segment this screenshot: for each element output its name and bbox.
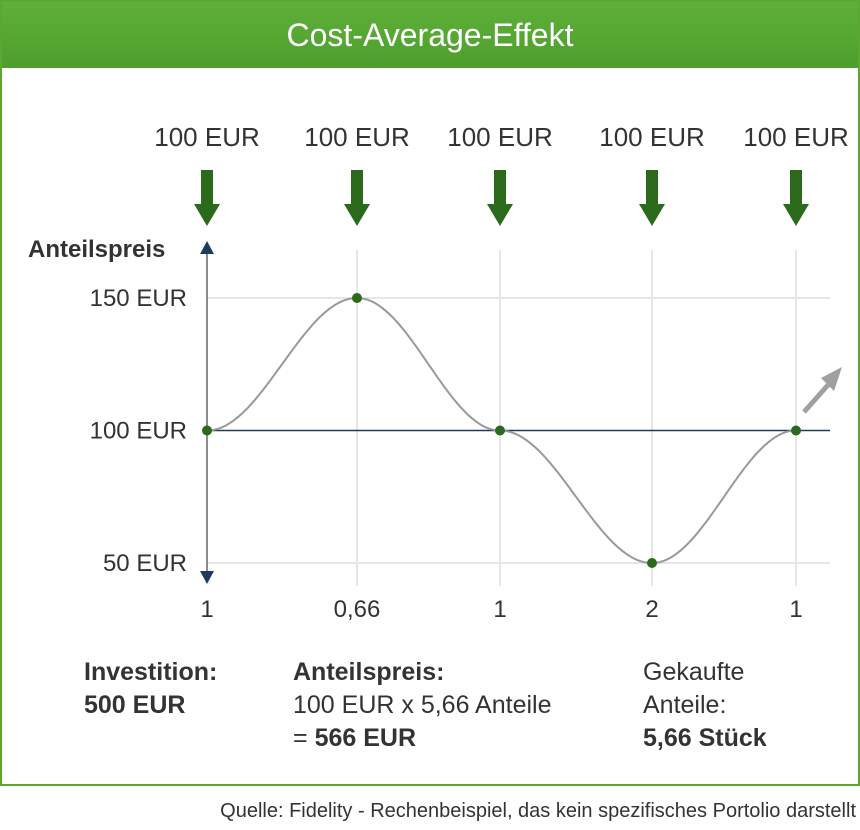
trend-arrow-head — [821, 367, 842, 391]
shares-label-4: 1 — [789, 596, 802, 623]
investment-label-1: 100 EUR — [304, 122, 410, 152]
shares-label-2: 1 — [493, 596, 506, 623]
price-point-0 — [202, 425, 212, 436]
shares-label-0: 1 — [200, 596, 213, 623]
y-tick-2: 50 EUR — [103, 550, 187, 577]
anteilspreis-value: 566 EUR — [314, 724, 417, 752]
shares-label-3: 2 — [645, 596, 658, 623]
y-axis-label: Anteilspreis — [28, 236, 165, 263]
investment-label-0: 100 EUR — [154, 122, 260, 152]
chart-title: Cost-Average-Effekt — [286, 17, 574, 53]
axes — [200, 241, 830, 584]
investment-label-3: 100 EUR — [599, 122, 705, 152]
y-tick-0: 150 EUR — [90, 285, 187, 312]
shares-labels: 1 0,66 1 2 1 — [200, 596, 802, 623]
down-arrow-icon-2 — [487, 170, 513, 226]
price-point-4 — [791, 425, 801, 436]
down-arrow-icon-4 — [783, 170, 809, 226]
gekaufte-block: Gekaufte Anteile: 5,66 Stück — [643, 656, 767, 755]
y-tick-1: 100 EUR — [90, 418, 187, 445]
shares-label-1: 0,66 — [334, 596, 381, 623]
title-bar: Cost-Average-Effekt — [2, 2, 858, 68]
investment-arrows — [194, 170, 809, 226]
price-point-2 — [495, 425, 505, 436]
investment-labels: 100 EUR 100 EUR 100 EUR 100 EUR 100 EUR — [154, 122, 849, 152]
down-arrow-icon-3 — [639, 170, 665, 226]
data-points — [202, 293, 801, 568]
trend-arrow-shaft — [802, 383, 830, 414]
y-tick-labels: 150 EUR 100 EUR 50 EUR — [90, 285, 187, 577]
investition-value: 500 EUR — [84, 691, 186, 719]
anteilspreis-label: Anteilspreis: — [293, 658, 445, 686]
gekaufte-line2: Anteile: — [643, 691, 727, 719]
investment-label-4: 100 EUR — [743, 122, 849, 152]
anteilspreis-eq: = — [293, 724, 308, 752]
investition-label: Investition: — [84, 658, 218, 686]
y-axis-up-arrow-icon — [200, 241, 214, 254]
anteilspreis-block: Anteilspreis: 100 EUR x 5,66 Anteile = 5… — [293, 656, 552, 755]
price-point-3 — [647, 558, 657, 568]
source-note: Quelle: Fidelity - Rechenbeispiel, das k… — [220, 800, 856, 822]
gekaufte-line1: Gekaufte — [643, 658, 745, 686]
anteilspreis-calc: 100 EUR x 5,66 Anteile — [293, 691, 552, 719]
gekaufte-value: 5,66 Stück — [643, 724, 767, 752]
investition-block: Investition: 500 EUR — [84, 656, 217, 722]
investment-label-2: 100 EUR — [447, 122, 553, 152]
chart-frame: Cost-Average-Effekt — [0, 0, 860, 786]
grid-lines — [207, 250, 830, 586]
price-point-1 — [352, 293, 362, 303]
y-axis-down-arrow-icon — [200, 571, 214, 584]
down-arrow-icon-1 — [344, 170, 370, 226]
trend-arrow-icon — [802, 367, 842, 414]
down-arrow-icon-0 — [194, 170, 220, 226]
